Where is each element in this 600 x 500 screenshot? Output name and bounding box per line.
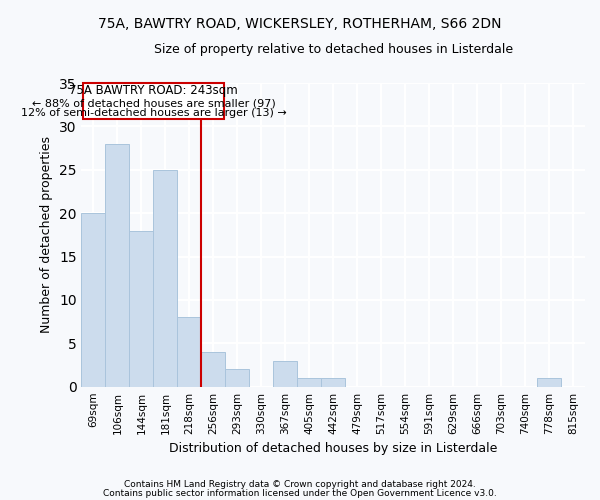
Bar [154, 170, 178, 386]
FancyBboxPatch shape [83, 83, 224, 120]
Text: Contains public sector information licensed under the Open Government Licence v3: Contains public sector information licen… [103, 489, 497, 498]
Bar [106, 144, 130, 386]
Bar [202, 352, 226, 386]
Bar [82, 213, 106, 386]
Bar [226, 370, 249, 386]
X-axis label: Distribution of detached houses by size in Listerdale: Distribution of detached houses by size … [169, 442, 497, 455]
Bar [537, 378, 561, 386]
Text: 12% of semi-detached houses are larger (13) →: 12% of semi-detached houses are larger (… [20, 108, 286, 118]
Title: Size of property relative to detached houses in Listerdale: Size of property relative to detached ho… [154, 42, 513, 56]
Y-axis label: Number of detached properties: Number of detached properties [40, 136, 53, 334]
Bar [297, 378, 321, 386]
Text: Contains HM Land Registry data © Crown copyright and database right 2024.: Contains HM Land Registry data © Crown c… [124, 480, 476, 489]
Text: ← 88% of detached houses are smaller (97): ← 88% of detached houses are smaller (97… [32, 98, 275, 108]
Text: 75A BAWTRY ROAD: 243sqm: 75A BAWTRY ROAD: 243sqm [69, 84, 238, 98]
Bar [273, 360, 297, 386]
Bar [130, 230, 154, 386]
Bar [321, 378, 345, 386]
Bar [178, 318, 202, 386]
Text: 75A, BAWTRY ROAD, WICKERSLEY, ROTHERHAM, S66 2DN: 75A, BAWTRY ROAD, WICKERSLEY, ROTHERHAM,… [98, 18, 502, 32]
